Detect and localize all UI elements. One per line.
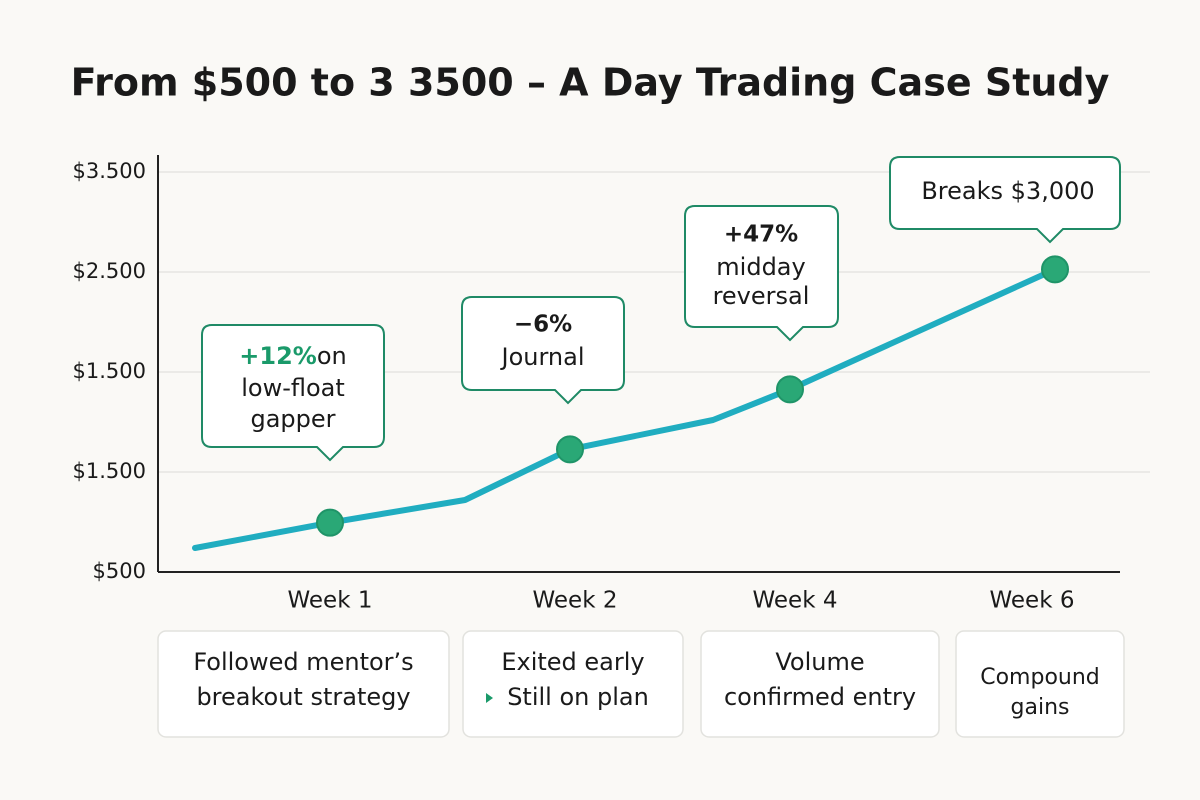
note-text: confirmed entry (724, 683, 916, 711)
note-text: gains (1011, 695, 1070, 720)
note-text: Followed mentor’s (193, 648, 413, 676)
y-tick-label: $1.500 (73, 459, 146, 483)
y-tick-label: $1.500 (73, 359, 146, 383)
callout (201, 324, 385, 462)
note-text: breakout strategy (196, 683, 410, 711)
callout (684, 205, 839, 342)
callout-text: Journal (499, 343, 584, 371)
callout-label: −6% (514, 312, 572, 338)
callout (461, 296, 625, 405)
callout-text: midday (716, 253, 805, 281)
note-text: Compound (980, 665, 1100, 690)
note-text: Volume (775, 648, 864, 676)
note-text: Exited early (501, 648, 644, 676)
y-tick-label: $500 (93, 559, 146, 583)
x-tick-label: Week 4 (753, 588, 838, 614)
note-card (955, 630, 1125, 738)
callout-text: on (317, 342, 347, 370)
callout-text: gapper (250, 405, 335, 433)
bullet-marker (486, 693, 493, 703)
note-text: Still on plan (507, 683, 649, 711)
marker (556, 435, 584, 464)
note-card (157, 630, 450, 738)
x-tick-label: Week 2 (533, 588, 618, 614)
callout-text: Breaks $3,000 (921, 177, 1094, 205)
y-tick-label: $3.500 (73, 159, 146, 183)
callout-text: +12%on (239, 342, 346, 370)
x-tick-label: Week 6 (990, 588, 1075, 614)
callout-text: reversal (713, 282, 810, 310)
callout-label: +12% (239, 342, 317, 370)
marker (316, 508, 344, 537)
marker (1041, 255, 1069, 284)
callout-label: +47% (724, 222, 798, 248)
chart-title: From $500 to 3 3500 – A Day Trading Case… (71, 61, 1110, 105)
marker (776, 375, 804, 404)
y-tick-label: $2.500 (73, 259, 146, 283)
x-tick-label: Week 1 (288, 588, 373, 614)
callout (889, 156, 1121, 244)
note-card (700, 630, 940, 738)
callout-text: low-float (241, 374, 345, 402)
note-card (462, 630, 684, 738)
